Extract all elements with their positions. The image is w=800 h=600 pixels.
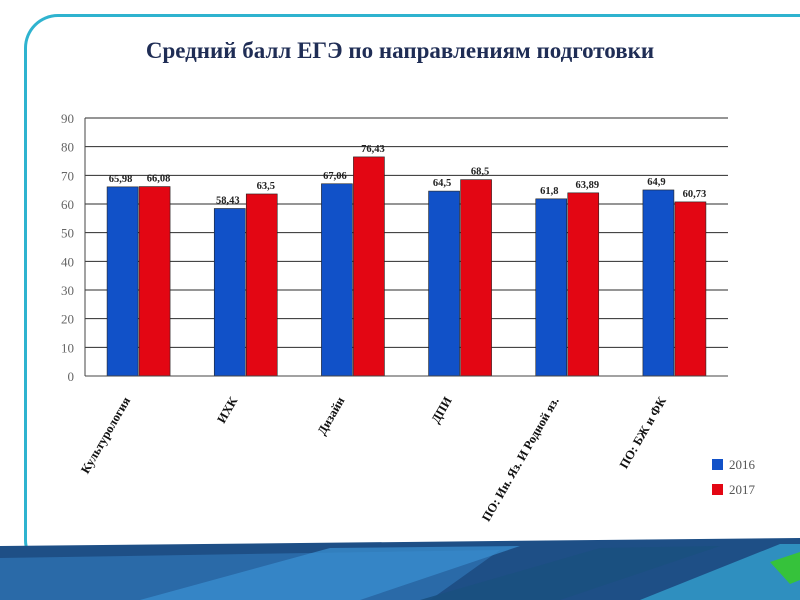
bar-2016-1 xyxy=(213,208,246,377)
data-label-2017-1: 63,5 xyxy=(257,181,275,192)
y-tick-label: 50 xyxy=(61,226,74,241)
data-label-2016-5: 64,9 xyxy=(647,177,665,188)
data-label-2017-3: 68,5 xyxy=(471,167,489,178)
y-tick-label: 70 xyxy=(61,168,74,183)
y-tick-label: 10 xyxy=(61,340,74,355)
y-tick-label: 20 xyxy=(61,312,74,327)
legend: 2016 2017 xyxy=(712,457,756,497)
bar-2017-0 xyxy=(138,186,171,377)
y-tick-label: 90 xyxy=(61,111,74,126)
slide-title: Средний балл ЕГЭ по направлениям подгото… xyxy=(145,38,655,63)
data-label-2016-2: 67,06 xyxy=(323,171,347,182)
data-label-2017-0: 66,08 xyxy=(147,174,171,185)
legend-label-2017: 2017 xyxy=(729,482,756,497)
legend-swatch-2016 xyxy=(712,459,723,470)
category-label-3: ДПИ xyxy=(429,394,455,426)
category-label-5: ПО: БЖ и ФК xyxy=(617,395,669,472)
data-labels: 65,98 58,43 67,06 64,5 61,8 64,9 66,08 63,5 76,4… xyxy=(109,144,706,207)
x-axis: Культурология ИХК Дизайн ДПИ ПО: Ин. Яз. И Р… xyxy=(78,375,728,524)
bars xyxy=(106,156,707,377)
bar-2016-5 xyxy=(642,189,675,377)
y-axis: 0 10 20 30 40 50 60 70 80 90 xyxy=(61,111,86,384)
legend-swatch-2017 xyxy=(712,484,723,495)
category-label-4: ПО: Ин. Яз. И Родной яз. xyxy=(479,395,562,524)
y-tick-label: 30 xyxy=(61,283,74,298)
bar-2017-5 xyxy=(674,201,707,377)
bar-2016-2 xyxy=(321,183,353,377)
bar-2017-3 xyxy=(460,179,492,377)
data-label-2016-0: 65,98 xyxy=(109,174,133,185)
category-label-1: ИХК xyxy=(214,395,240,426)
decorative-footer-band xyxy=(0,538,800,600)
bar-2017-2 xyxy=(353,156,385,377)
y-tick-label: 60 xyxy=(61,197,74,212)
legend-label-2016: 2016 xyxy=(729,457,756,472)
data-label-2016-4: 61,8 xyxy=(540,186,558,197)
bar-2017-4 xyxy=(567,192,600,377)
gridlines xyxy=(85,117,728,348)
category-label-2: Дизайн xyxy=(315,395,348,438)
y-tick-label: 40 xyxy=(61,254,74,269)
bar-2016-4 xyxy=(535,198,568,377)
data-label-2016-3: 64,5 xyxy=(433,178,451,189)
data-label-2016-1: 58,43 xyxy=(216,196,240,207)
y-tick-label: 0 xyxy=(68,369,75,384)
bar-2017-1 xyxy=(245,193,278,377)
data-label-2017-2: 76,43 xyxy=(361,144,385,155)
data-label-2017-5: 60,73 xyxy=(683,189,707,200)
bar-2016-0 xyxy=(106,186,139,377)
bar-2016-3 xyxy=(428,190,460,377)
y-tick-label: 80 xyxy=(61,140,74,155)
category-label-0: Культурология xyxy=(78,394,133,476)
data-label-2017-4: 63,89 xyxy=(575,180,599,191)
